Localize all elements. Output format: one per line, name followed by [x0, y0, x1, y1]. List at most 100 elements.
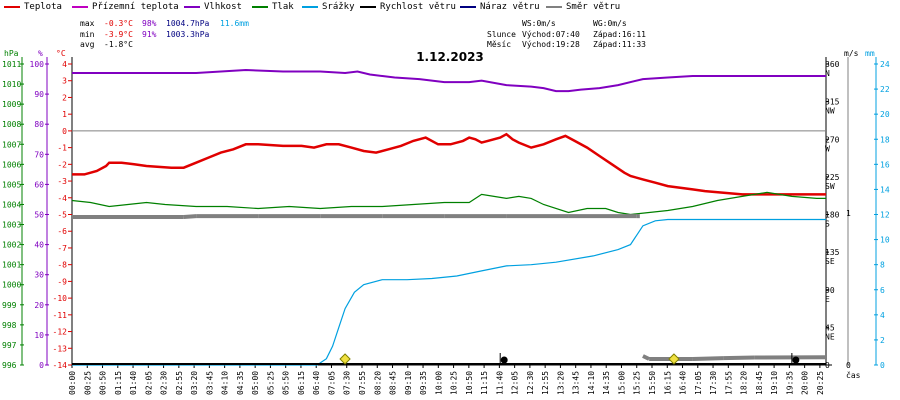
- temperature-tick-label: -1: [57, 144, 67, 153]
- humidity-tick-label: 80: [34, 120, 44, 129]
- series-rain-line: [72, 218, 826, 366]
- temperature-tick-label: -10: [53, 294, 68, 303]
- temperature-tick-label: 3: [62, 77, 67, 86]
- humidity-unit-label: %: [38, 49, 43, 58]
- humidity-tick-label: 40: [34, 241, 44, 250]
- legend-swatch: [72, 5, 88, 8]
- direction-cardinal-label: S: [825, 220, 830, 229]
- temperature-tick-label: -3: [57, 177, 67, 186]
- time-tick-label: 02:30: [160, 371, 169, 395]
- stat-max-pressure: 1004.7hPa: [166, 19, 210, 28]
- time-tick-label: 10:50: [465, 371, 474, 395]
- time-tick-label: 05:50: [282, 371, 291, 395]
- humidity-tick-label: 10: [34, 331, 44, 340]
- time-tick-label: 01:40: [129, 371, 138, 395]
- legend-item-srazky: Srážky: [302, 2, 355, 12]
- wind-direction-late-segment: [642, 354, 651, 361]
- direction-cardinal-label: NE: [825, 332, 835, 341]
- wind-direction-late-segment: [723, 355, 755, 361]
- time-tick-label: 07:30: [343, 371, 352, 395]
- series-press-line: [71, 191, 826, 216]
- time-tick-label: 17:30: [709, 371, 718, 395]
- hpa-tick-label: 1007: [2, 140, 21, 149]
- moon-marker: [668, 353, 680, 365]
- temperature-tick-label: -13: [53, 344, 68, 353]
- temperature-tick-label: -8: [57, 261, 67, 270]
- series-hum-line: [72, 68, 826, 93]
- time-tick-label: 10:00: [434, 371, 443, 395]
- temperature-tick-label: -4: [57, 194, 67, 203]
- legend-item-naraz-vetru: Náraz větru: [460, 2, 540, 12]
- time-tick-label: 00:00: [68, 371, 77, 395]
- time-tick-label: 17:55: [724, 371, 733, 395]
- hpa-tick-label: 1006: [2, 160, 21, 169]
- moonset-time: Západ:11:33: [593, 40, 646, 49]
- sunrise-time: Východ:07:40: [522, 30, 580, 39]
- legend-item-teplota: Teplota: [4, 2, 62, 12]
- rain-tick-label: 2: [880, 336, 885, 345]
- wind-gust-readout: WG:0m/s: [593, 19, 627, 28]
- humidity-tick-label: 30: [34, 271, 44, 280]
- time-tick-label: 00:25: [83, 371, 92, 395]
- legend-item-tlak: Tlak: [252, 2, 294, 12]
- time-tick-label: 19:35: [785, 371, 794, 395]
- time-tick-label: 06:15: [297, 371, 306, 395]
- stat-max-temp: -0.3°C: [104, 19, 133, 28]
- temperature-tick-label: -6: [57, 227, 67, 236]
- rain-tick-label: 18: [880, 135, 890, 144]
- stat-max-rain: 11.6mm: [220, 19, 249, 28]
- hpa-tick-label: 996: [2, 361, 17, 370]
- temperature-tick-label: 0: [62, 127, 67, 136]
- rain-tick-label: 22: [880, 85, 890, 94]
- wind-speed-unit-label: m/s: [844, 49, 859, 58]
- time-tick-label: 20:25: [816, 371, 825, 395]
- rain-tick-label: 20: [880, 110, 890, 119]
- time-tick-label: 04:35: [236, 371, 245, 395]
- time-tick-label: 08:45: [389, 371, 398, 395]
- time-tick-label: 13:20: [556, 371, 565, 395]
- rain-tick-label: 4: [880, 311, 885, 320]
- legend-item-smer-vetru: Směr větru: [546, 2, 620, 12]
- stat-avg-temp: -1.8°C: [104, 40, 133, 49]
- x-axis-label: čas: [846, 370, 861, 380]
- direction-tick-label: 180: [825, 211, 840, 220]
- time-tick-label: 03:20: [190, 371, 199, 395]
- legend-swatch: [360, 5, 376, 8]
- stat-min-humidity: 91%: [142, 30, 157, 39]
- wind-dot-marker: [792, 356, 800, 364]
- temperature-tick-label: -11: [53, 311, 68, 320]
- direction-cardinal-label: N: [825, 69, 830, 78]
- legend-item-prizemni-teplota: Přízemní teplota: [72, 2, 179, 12]
- legend-item-vlhkost: Vlhkost: [184, 2, 242, 12]
- time-tick-label: 18:20: [740, 371, 749, 395]
- hpa-tick-label: 999: [2, 301, 17, 310]
- time-tick-label: 16:15: [663, 371, 672, 395]
- series-temp-line: [72, 132, 826, 196]
- stat-min-temp: -3.9°C: [104, 30, 133, 39]
- legend-swatch: [184, 5, 200, 8]
- direction-cardinal-label: W: [825, 144, 830, 153]
- wind-dot-marker: [500, 356, 508, 364]
- humidity-tick-label: 100: [30, 60, 45, 69]
- chart-title: 1.12.2023: [416, 50, 484, 64]
- hpa-tick-label: 998: [2, 321, 17, 330]
- direction-tick-label: 90: [825, 286, 835, 295]
- time-tick-label: 10:25: [450, 371, 459, 395]
- humidity-tick-label: 70: [34, 150, 44, 159]
- rain-unit-label: mm: [865, 49, 875, 58]
- hpa-tick-label: 997: [2, 341, 17, 350]
- hpa-tick-label: 1011: [2, 60, 21, 69]
- legend-label: Teplota: [24, 2, 62, 12]
- stat-min-label: min: [80, 30, 95, 39]
- legend-swatch: [546, 5, 562, 8]
- time-tick-label: 15:00: [617, 371, 626, 395]
- time-tick-label: 08:20: [373, 371, 382, 395]
- sun-marker: [339, 353, 351, 365]
- rain-tick-label: 10: [880, 236, 890, 245]
- hpa-tick-label: 1009: [2, 100, 21, 109]
- direction-cardinal-label: E: [825, 295, 830, 304]
- time-tick-label: 14:35: [602, 371, 611, 395]
- temperature-tick-label: -2: [57, 160, 67, 169]
- legend-swatch: [302, 5, 318, 8]
